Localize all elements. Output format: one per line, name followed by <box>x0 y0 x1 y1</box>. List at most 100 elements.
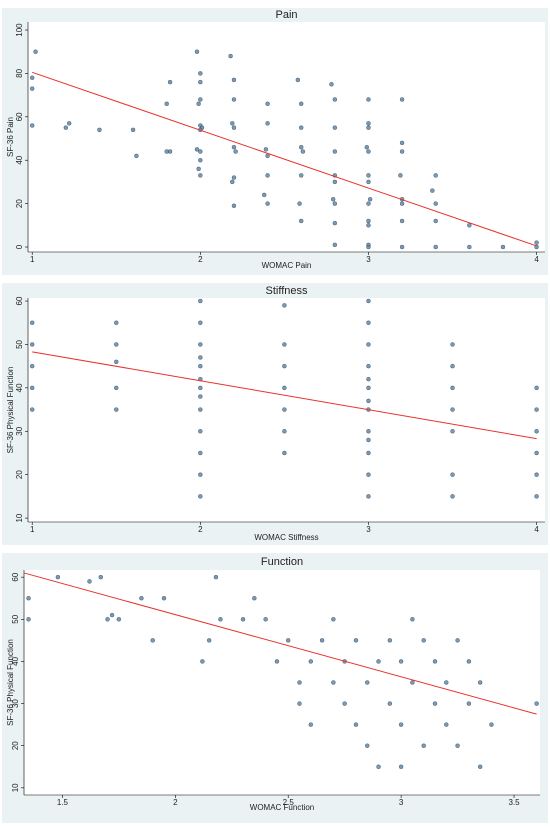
point <box>114 407 119 412</box>
y-axis-label: SF-36 Pain <box>6 117 15 157</box>
point <box>231 77 237 83</box>
point <box>30 75 35 80</box>
point <box>398 764 404 769</box>
point <box>263 617 268 622</box>
x-tick-label: 3 <box>399 798 404 807</box>
point <box>282 450 287 456</box>
point <box>534 472 539 477</box>
point <box>477 764 483 769</box>
point <box>399 244 405 250</box>
point <box>114 342 119 347</box>
point <box>200 659 205 664</box>
point <box>206 638 212 643</box>
point <box>398 173 403 178</box>
point <box>66 121 72 126</box>
point <box>299 144 304 150</box>
point <box>331 617 336 622</box>
point <box>299 173 304 178</box>
point <box>213 574 219 580</box>
point <box>282 363 287 369</box>
point <box>366 342 371 347</box>
point <box>26 617 31 622</box>
point <box>233 149 238 154</box>
point <box>97 127 102 133</box>
fit-line <box>23 572 537 715</box>
point <box>433 244 438 250</box>
point <box>198 407 203 412</box>
point <box>231 203 237 208</box>
point <box>366 385 371 391</box>
point <box>410 680 415 685</box>
point <box>252 596 257 601</box>
point <box>433 173 438 178</box>
point <box>231 144 237 150</box>
point <box>55 574 61 580</box>
point <box>167 79 173 85</box>
point <box>194 147 200 152</box>
point <box>332 149 338 154</box>
point <box>421 743 426 748</box>
point <box>534 240 539 245</box>
point <box>450 342 455 347</box>
x-axis-label: WOMAC Pain <box>262 261 312 270</box>
chart-title: Function <box>261 556 303 568</box>
y-axis-label: SF-36 Physical Function <box>6 639 15 726</box>
point <box>198 385 203 391</box>
point <box>398 722 404 727</box>
y-tick-label: 10 <box>15 513 24 522</box>
x-tick-label: 1 <box>30 525 35 534</box>
point <box>198 158 203 163</box>
point <box>353 722 359 727</box>
point <box>30 385 35 391</box>
point <box>534 429 539 434</box>
chart-title: Stiffness <box>266 285 308 297</box>
point <box>198 71 203 76</box>
x-tick-label: 1.5 <box>57 798 69 807</box>
point <box>366 298 371 304</box>
point <box>114 359 119 365</box>
point <box>297 201 302 206</box>
point <box>231 125 237 130</box>
point <box>466 701 472 706</box>
point <box>444 680 449 685</box>
y-tick-label: 50 <box>11 614 20 623</box>
point <box>198 149 203 154</box>
point <box>432 701 438 706</box>
point <box>240 617 246 622</box>
point <box>116 617 122 622</box>
y-tick-label: 60 <box>15 296 24 305</box>
point <box>332 201 338 206</box>
point <box>228 53 233 59</box>
point <box>87 579 92 584</box>
point <box>366 121 371 126</box>
point <box>332 97 338 102</box>
point <box>330 197 336 202</box>
point <box>399 149 405 154</box>
point <box>198 472 203 477</box>
point <box>30 363 35 369</box>
point <box>387 638 393 643</box>
point <box>410 617 415 622</box>
point <box>467 223 472 228</box>
x-axis-label: WOMAC Function <box>250 803 314 812</box>
point <box>367 197 373 202</box>
point <box>366 320 371 325</box>
point <box>450 385 455 391</box>
point <box>30 320 35 325</box>
plot-area <box>24 570 540 795</box>
point <box>477 680 483 685</box>
point <box>329 82 334 87</box>
point <box>366 149 371 154</box>
point <box>98 574 103 580</box>
point <box>196 166 201 172</box>
point <box>366 376 371 382</box>
point <box>299 218 304 224</box>
y-tick-label: 40 <box>15 383 24 392</box>
point <box>332 179 338 185</box>
point <box>534 494 539 499</box>
point <box>300 149 306 154</box>
x-tick-label: 4 <box>534 255 539 264</box>
point <box>167 149 173 154</box>
y-tick-label: 20 <box>11 741 20 750</box>
point <box>365 680 370 685</box>
